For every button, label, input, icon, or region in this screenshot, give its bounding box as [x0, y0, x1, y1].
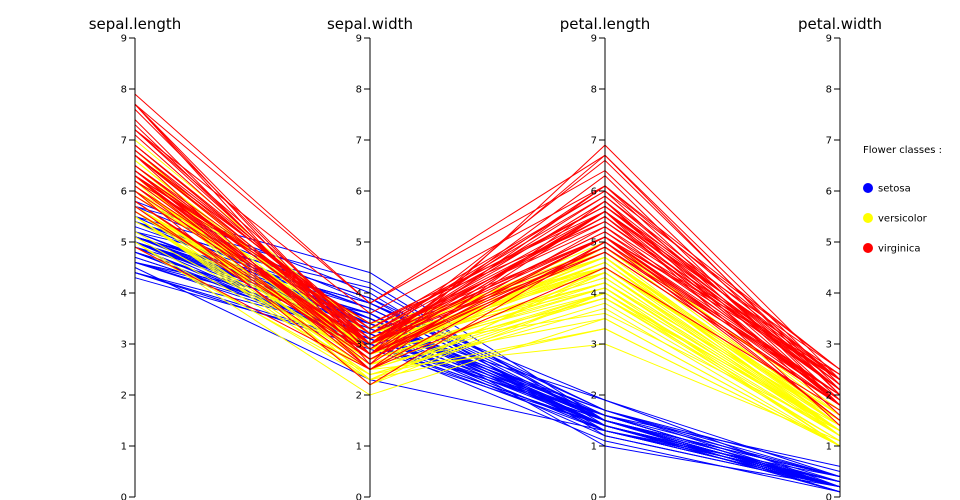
data-line-virginica — [134, 165, 841, 396]
data-lines — [134, 93, 841, 493]
axis-title: sepal.width — [327, 15, 413, 33]
axis-sepal-width: sepal.width 0 1 2 3 4 5 6 7 8 9 — [327, 15, 413, 500]
tick-label: 5 — [826, 238, 832, 249]
tick-label: 6 — [356, 187, 362, 198]
axis-title: petal.length — [560, 15, 651, 33]
axis-petal-length: petal.length 0 1 2 3 4 5 6 7 8 9 — [560, 15, 651, 500]
tick-label: 4 — [356, 289, 362, 300]
tick-label: 7 — [826, 136, 832, 147]
tick-label: 4 — [591, 289, 597, 300]
data-line-versicolor — [134, 216, 841, 432]
legend-title: Flower classes : — [863, 145, 942, 156]
legend-item-setosa[interactable]: setosa — [863, 183, 911, 195]
tick-label: 1 — [356, 442, 362, 453]
legend-label: versicolor — [878, 214, 928, 225]
tick-label: 4 — [121, 289, 127, 300]
data-line-virginica — [134, 195, 841, 406]
tick-label: 1 — [591, 442, 597, 453]
tick-label: 5 — [591, 238, 597, 249]
data-line-virginica — [134, 246, 841, 411]
data-line-versicolor — [134, 241, 841, 447]
tick-label: 2 — [356, 391, 362, 402]
data-line-virginica — [134, 154, 841, 376]
tick-label: 1 — [121, 442, 127, 453]
legend-label: setosa — [878, 184, 911, 195]
tick-label: 0 — [356, 493, 362, 500]
tick-label: 3 — [591, 340, 597, 351]
tick-label: 0 — [826, 493, 832, 500]
legend: Flower classes : setosa versicolor virgini… — [863, 145, 942, 255]
legend-label: virginica — [878, 244, 921, 255]
data-line-virginica — [134, 154, 841, 370]
axis-sepal-length: sepal.length 0 1 2 3 4 5 6 7 8 9 — [89, 15, 182, 500]
tick-label: 8 — [356, 85, 362, 96]
data-line-virginica — [134, 103, 841, 396]
tick-label: 3 — [121, 340, 127, 351]
data-line-virginica — [134, 103, 841, 386]
data-line-virginica — [134, 129, 841, 370]
data-line-virginica — [134, 200, 841, 401]
tick-label: 9 — [591, 34, 597, 45]
axis-title: petal.width — [798, 15, 882, 33]
tick-label: 7 — [356, 136, 362, 147]
tick-label: 7 — [121, 136, 127, 147]
data-line-virginica — [134, 149, 841, 381]
tick-label: 9 — [356, 34, 362, 45]
axes: sepal.length0123456789sepal.width0123456… — [89, 15, 882, 500]
series-virginica — [134, 93, 841, 426]
tick-label: 8 — [826, 85, 832, 96]
tick-label: 3 — [356, 340, 362, 351]
legend-item-virginica[interactable]: virginica — [863, 243, 921, 255]
tick-label: 8 — [121, 85, 127, 96]
data-line-virginica — [134, 180, 841, 381]
tick-label: 6 — [826, 187, 832, 198]
tick-label: 7 — [591, 136, 597, 147]
data-line-versicolor — [134, 236, 841, 442]
tick-label: 3 — [826, 340, 832, 351]
tick-label: 8 — [591, 85, 597, 96]
legend-swatch — [863, 183, 873, 193]
tick-label: 5 — [356, 238, 362, 249]
data-line-virginica — [134, 190, 841, 421]
tick-label: 9 — [826, 34, 832, 45]
data-line-versicolor — [134, 216, 841, 447]
tick-label: 5 — [121, 238, 127, 249]
legend-item-versicolor[interactable]: versicolor — [863, 213, 928, 225]
tick-label: 2 — [121, 391, 127, 402]
tick-label: 0 — [591, 493, 597, 500]
tick-label: 6 — [591, 187, 597, 198]
tick-label: 4 — [826, 289, 832, 300]
legend-swatch — [863, 213, 873, 223]
axis-petal-width: petal.width 0 1 2 3 4 5 6 7 8 9 — [798, 15, 882, 500]
tick-label: 2 — [826, 391, 832, 402]
tick-label: 1 — [826, 442, 832, 453]
tick-label: 0 — [121, 493, 127, 500]
axis-title: sepal.length — [89, 15, 182, 33]
legend-swatch — [863, 243, 873, 253]
tick-label: 9 — [121, 34, 127, 45]
tick-label: 6 — [121, 187, 127, 198]
data-line-virginica — [134, 170, 841, 386]
tick-label: 2 — [591, 391, 597, 402]
